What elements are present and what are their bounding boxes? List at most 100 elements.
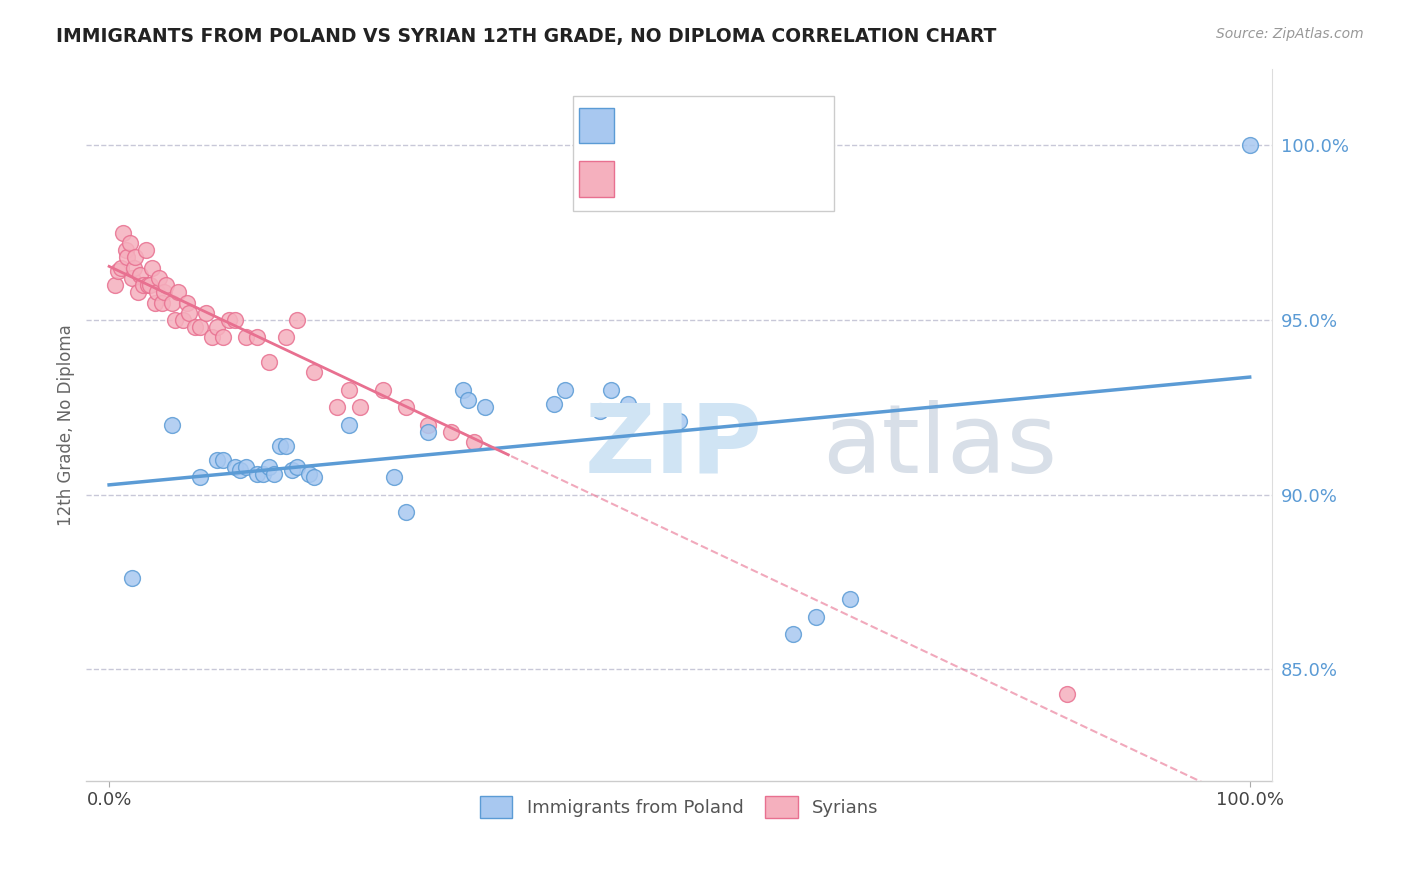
Point [132, 278, 155, 293]
Point [463, 435, 485, 450]
Legend: Immigrants from Poland, Syrians: Immigrants from Poland, Syrians [472, 789, 886, 825]
Text: atlas: atlas [821, 400, 1057, 492]
Point [224, 313, 246, 327]
Point [110, 260, 132, 275]
Point [418, 425, 440, 439]
FancyBboxPatch shape [578, 161, 614, 197]
Point [474, 401, 496, 415]
Point [304, 470, 326, 484]
Point [600, 383, 623, 397]
Point [207, 452, 229, 467]
Point [668, 414, 690, 428]
Point [148, 271, 170, 285]
Point [274, 330, 297, 344]
Point [349, 401, 371, 415]
Point [1239, 138, 1261, 153]
Point [229, 463, 252, 477]
Point [104, 278, 127, 293]
Point [136, 278, 159, 293]
Point [153, 285, 176, 299]
Point [269, 439, 291, 453]
Point [274, 439, 297, 453]
Point [195, 306, 218, 320]
FancyBboxPatch shape [578, 108, 614, 144]
Point [554, 383, 576, 397]
Point [118, 236, 141, 251]
Point [150, 295, 173, 310]
Point [212, 452, 235, 467]
Point [285, 459, 308, 474]
Point [160, 295, 183, 310]
Point [337, 383, 360, 397]
Point [326, 401, 349, 415]
Point [806, 610, 828, 624]
Point [124, 250, 146, 264]
Point [160, 417, 183, 432]
Point [212, 330, 235, 344]
Point [1056, 687, 1078, 701]
Point [111, 226, 134, 240]
Point [246, 330, 269, 344]
Point [617, 397, 640, 411]
Point [246, 467, 269, 481]
Point [298, 467, 321, 481]
Point [146, 285, 169, 299]
Point [177, 306, 200, 320]
Point [121, 271, 143, 285]
Point [129, 268, 152, 282]
Y-axis label: 12th Grade, No Diploma: 12th Grade, No Diploma [58, 324, 75, 525]
Point [588, 404, 610, 418]
Point [143, 295, 166, 310]
Point [235, 459, 257, 474]
Point [188, 470, 211, 484]
Point [122, 260, 145, 275]
Point [139, 278, 162, 293]
Point [395, 505, 418, 519]
Point [183, 320, 205, 334]
Point [107, 264, 129, 278]
Point [127, 285, 149, 299]
Point [121, 571, 143, 585]
Point [252, 467, 274, 481]
Text: IMMIGRANTS FROM POLAND VS SYRIAN 12TH GRADE, NO DIPLOMA CORRELATION CHART: IMMIGRANTS FROM POLAND VS SYRIAN 12TH GR… [56, 27, 997, 45]
Point [782, 627, 804, 641]
Point [263, 467, 285, 481]
Point [224, 459, 246, 474]
Text: N = 52: N = 52 [733, 161, 810, 181]
Point [188, 320, 211, 334]
Point [218, 313, 240, 327]
Point [155, 278, 177, 293]
Point [839, 592, 862, 607]
Point [371, 383, 394, 397]
Point [141, 260, 163, 275]
Point [172, 313, 194, 327]
Point [337, 417, 360, 432]
Point [117, 250, 139, 264]
Point [304, 365, 326, 379]
Point [395, 401, 418, 415]
Text: R = 0.390: R = 0.390 [624, 108, 735, 128]
Point [201, 330, 224, 344]
Point [166, 285, 188, 299]
Text: Source: ZipAtlas.com: Source: ZipAtlas.com [1216, 27, 1364, 41]
Point [418, 417, 440, 432]
Point [382, 470, 405, 484]
Point [115, 243, 138, 257]
Text: R =  0.153: R = 0.153 [624, 161, 742, 181]
Text: ZIP: ZIP [585, 400, 762, 492]
Point [457, 393, 479, 408]
Point [257, 355, 280, 369]
Point [440, 425, 463, 439]
Point [165, 313, 187, 327]
Point [257, 459, 280, 474]
Text: N = 35: N = 35 [733, 108, 810, 128]
Point [451, 383, 474, 397]
Point [235, 330, 257, 344]
Point [207, 320, 229, 334]
Point [543, 397, 565, 411]
Point [135, 243, 157, 257]
Point [280, 463, 302, 477]
Point [176, 295, 198, 310]
Point [285, 313, 308, 327]
FancyBboxPatch shape [572, 95, 834, 211]
